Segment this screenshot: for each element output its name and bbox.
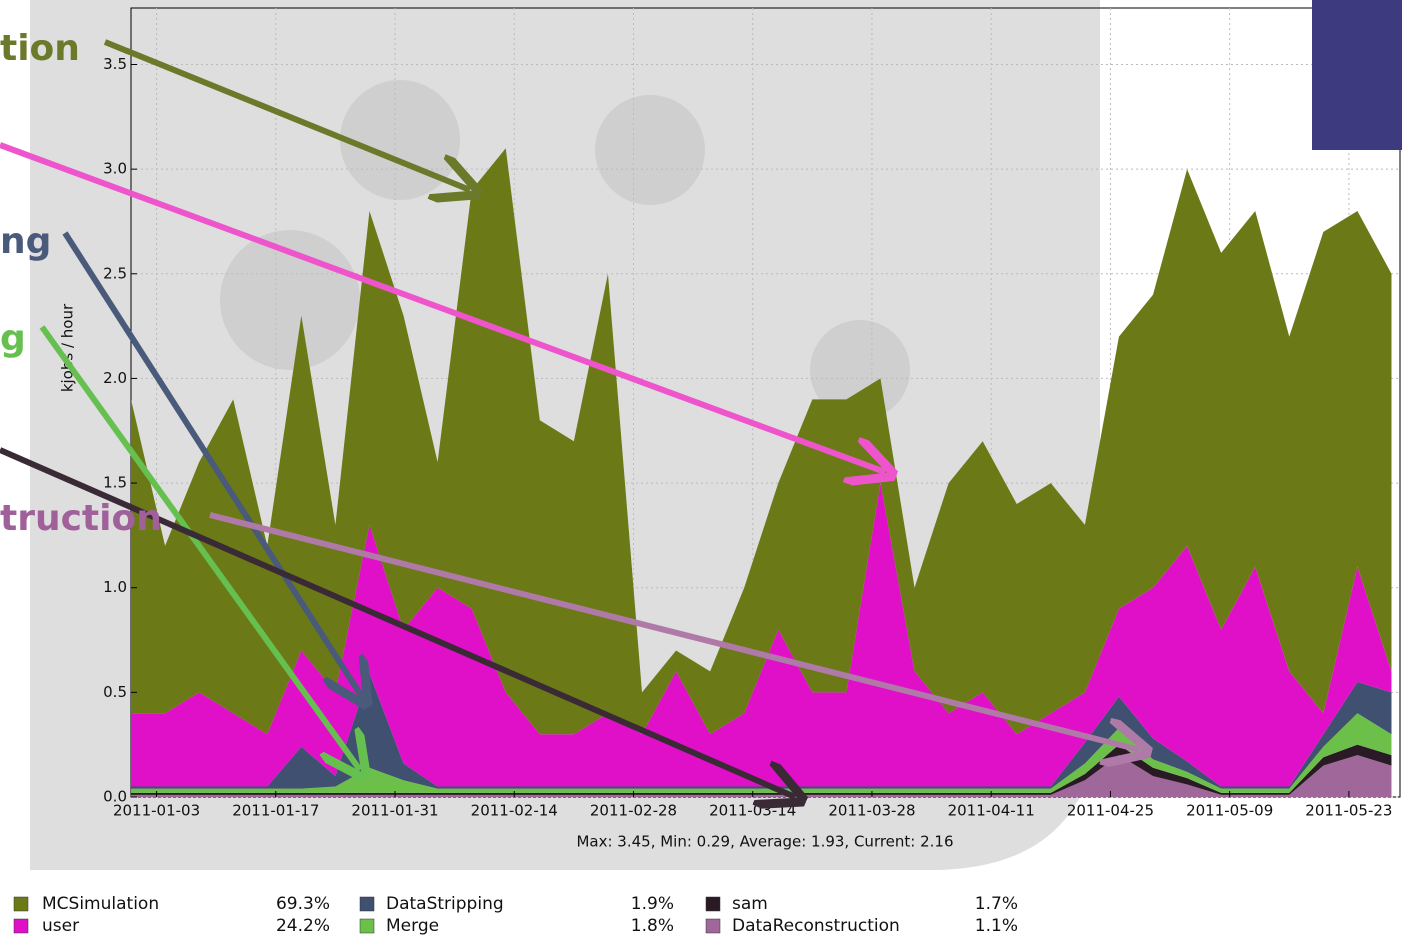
callout: ng: [0, 221, 51, 262]
legend-label: DataReconstruction: [732, 916, 900, 936]
legend-label: sam: [732, 894, 768, 914]
y-axis-label: kjobs / hour: [59, 303, 77, 392]
x-tick-label: 2011-03-14: [709, 802, 796, 820]
x-tick-label: 2011-02-28: [590, 802, 677, 820]
x-tick-label: 2011-01-31: [351, 802, 438, 820]
x-tick-label: 2011-04-11: [948, 802, 1035, 820]
legend-swatch: [14, 897, 28, 911]
legend-label: Merge: [386, 916, 439, 936]
legend-swatch: [706, 897, 720, 911]
legend-share: 24.2%: [276, 916, 330, 936]
logo: [1312, 0, 1402, 150]
legend-label: user: [42, 916, 79, 936]
legend-label: MCSimulation: [42, 894, 159, 914]
x-tick-label: 2011-03-28: [828, 802, 915, 820]
y-tick-label: 0.5: [103, 683, 127, 701]
y-tick-label: 2.0: [103, 369, 127, 387]
callout: g: [0, 318, 26, 359]
x-tick-label: 2011-01-17: [232, 802, 319, 820]
legend-share: 1.7%: [975, 894, 1018, 914]
y-tick-label: 1.0: [103, 578, 127, 596]
x-tick-label: 2011-04-25: [1067, 802, 1154, 820]
callout: tion: [0, 28, 80, 69]
callout: truction: [0, 498, 162, 539]
y-tick-label: 2.5: [103, 264, 127, 282]
legend-share: 1.1%: [975, 916, 1018, 936]
y-tick-label: 1.5: [103, 474, 127, 492]
legend-share: 1.8%: [631, 916, 674, 936]
legend-swatch: [360, 897, 374, 911]
y-tick-label: 3.0: [103, 160, 127, 178]
x-tick-label: 2011-02-14: [471, 802, 558, 820]
x-tick-label: 2011-05-23: [1305, 802, 1392, 820]
legend-swatch: [14, 919, 28, 933]
legend-swatch: [360, 919, 374, 933]
legend-label: DataStripping: [386, 894, 504, 914]
footer-stats: Max: 3.45, Min: 0.29, Average: 1.93, Cur…: [576, 833, 953, 851]
x-tick-label: 2011-05-09: [1186, 802, 1273, 820]
y-tick-label: 3.5: [103, 55, 127, 73]
legend-share: 69.3%: [276, 894, 330, 914]
chart: 0.00.51.01.52.02.53.03.52011-01-032011-0…: [0, 0, 1402, 938]
legend-share: 1.9%: [631, 894, 674, 914]
legend-swatch: [706, 919, 720, 933]
x-tick-label: 2011-01-03: [113, 802, 200, 820]
